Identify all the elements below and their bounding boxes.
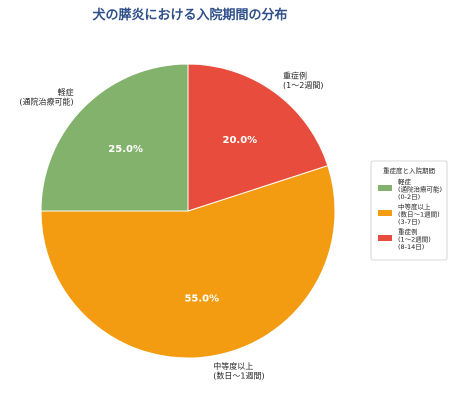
slice-percent-label: 20.0%	[222, 135, 257, 146]
slice-label-line: 軽症	[58, 87, 74, 97]
legend-entry-line: (0-2日)	[398, 193, 420, 201]
legend-entries: 軽症(通院治療可能)(0-2日)中等度以上(数日〜1週間)(3-7日)重症例(1…	[378, 177, 442, 251]
pie-slices	[40, 63, 336, 359]
legend-entry-line: (3-7日)	[398, 218, 420, 226]
slice-label-line: 重症例	[283, 70, 307, 80]
legend-entry-line: (数日〜1週間)	[398, 210, 440, 219]
legend-entry-line: (通院治療可能)	[398, 185, 442, 194]
slice-label-line: (通院治療可能)	[19, 96, 73, 106]
percentage-labels: 25.0% 55.0% 20.0%	[108, 135, 257, 304]
legend-swatch	[378, 185, 392, 191]
chart-title: 犬の膵炎における入院期間の分布	[92, 7, 287, 23]
slice-percent-label: 25.0%	[108, 144, 143, 155]
pie-slice	[40, 164, 336, 359]
legend-entry-line: (8-14日)	[398, 243, 424, 251]
legend: 重症度と入院期間 軽症(通院治療可能)(0-2日)中等度以上(数日〜1週間)(3…	[370, 160, 448, 261]
legend-swatch	[378, 235, 392, 241]
legend-swatch	[378, 210, 392, 216]
slice-percent-label: 55.0%	[184, 294, 219, 305]
legend-entry-line: 重症例	[398, 227, 418, 236]
legend-entry-line: 軽症	[398, 177, 412, 186]
slice-label-line: (1〜2週間)	[283, 81, 323, 90]
slice-label-line: 中等度以上	[213, 361, 253, 371]
legend-entry-line: (1〜2週間)	[398, 235, 431, 244]
slice-labels: 軽症(通院治療可能) 中等度以上(数日〜1週間) 重症例(1〜2週間)	[19, 70, 323, 380]
slice-label-line: (数日〜1週間)	[213, 370, 264, 380]
pie-slice	[187, 63, 329, 212]
legend-title: 重症度と入院期間	[383, 166, 435, 175]
legend-entry-line: 中等度以上	[398, 202, 431, 211]
pie-slice	[40, 63, 189, 212]
